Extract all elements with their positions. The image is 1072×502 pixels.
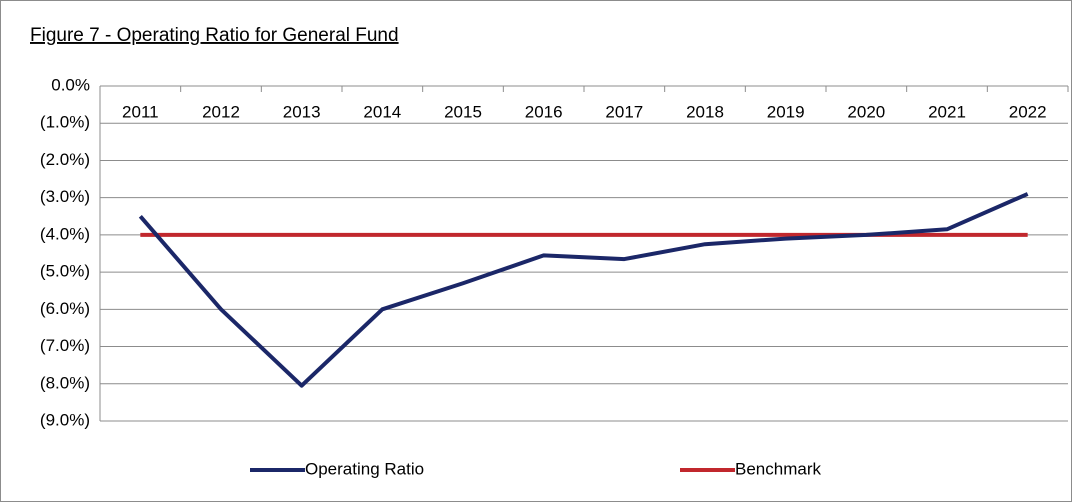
series-line — [138, 192, 1029, 388]
x-tick-label: 2013 — [283, 102, 321, 121]
x-tick-label: 2020 — [847, 102, 885, 121]
x-tick-label: 2022 — [1009, 102, 1047, 121]
x-tick-label: 2014 — [363, 102, 401, 121]
y-tick-label: (9.0%) — [40, 410, 90, 429]
y-tick-label: (7.0%) — [40, 336, 90, 355]
x-tick-label: 2017 — [605, 102, 643, 121]
x-tick-label: 2019 — [767, 102, 805, 121]
x-tick-label: 2011 — [122, 102, 159, 121]
y-tick-label: (2.0%) — [40, 150, 90, 169]
y-tick-label: (5.0%) — [40, 262, 90, 281]
y-tick-label: (8.0%) — [40, 373, 90, 392]
y-tick-label: (4.0%) — [40, 224, 90, 243]
y-tick-label: 0.0% — [51, 75, 90, 94]
legend-label: Benchmark — [735, 459, 821, 478]
x-tick-label: 2012 — [202, 102, 240, 121]
y-tick-label: (3.0%) — [40, 187, 90, 206]
x-tick-label: 2015 — [444, 102, 482, 121]
legend-label: Operating Ratio — [305, 459, 424, 478]
x-tick-label: 2016 — [525, 102, 563, 121]
x-tick-label: 2018 — [686, 102, 724, 121]
y-tick-label: (6.0%) — [40, 299, 90, 318]
y-tick-label: (1.0%) — [40, 113, 90, 132]
chart-title: Figure 7 - Operating Ratio for General F… — [30, 25, 399, 46]
x-tick-label: 2021 — [928, 102, 966, 121]
